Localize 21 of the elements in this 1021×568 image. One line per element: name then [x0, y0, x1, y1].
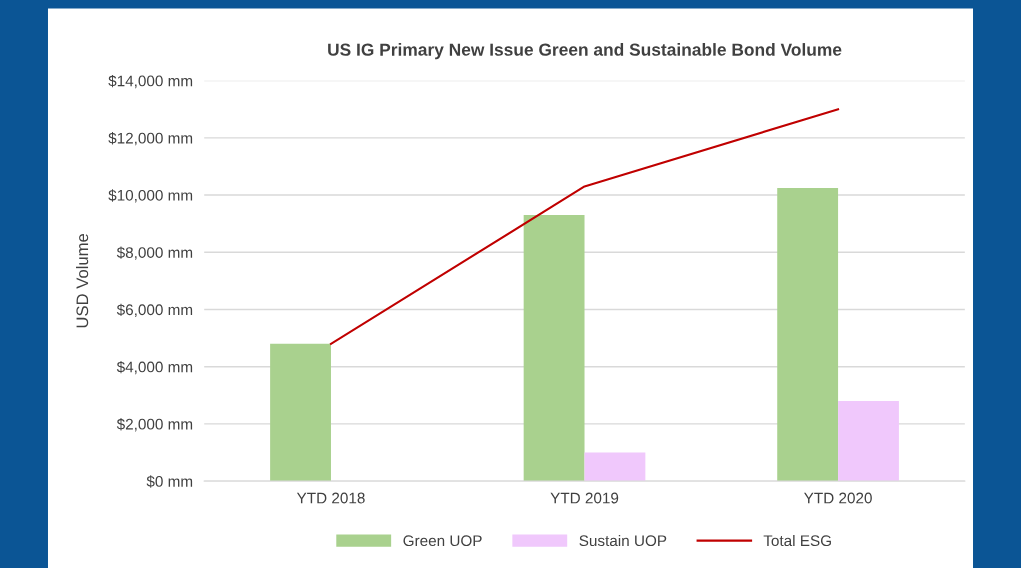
x-tick-label: YTD 2020 [804, 492, 872, 504]
bar [777, 187, 839, 482]
y-tick-label: $0 mm [146, 475, 193, 488]
x-tick-label: YTD 2018 [296, 492, 365, 504]
bar [584, 452, 646, 482]
legend-label: Green UOP [403, 535, 482, 547]
bar [838, 401, 899, 482]
legend-label: Total ESG [763, 534, 831, 547]
y-tick-label: $2,000 mm [116, 418, 193, 432]
y-tick-label: $8,000 mm [116, 246, 193, 260]
x-tick-label: YTD 2019 [550, 492, 619, 504]
y-tick-label: $14,000 mm [108, 74, 193, 89]
legend-label: Sustain UOP [579, 534, 667, 547]
chart-title: US IG Primary New Issue Green and Sustainable Bond Volume [328, 43, 842, 60]
y-tick-label: $6,000 mm [116, 303, 193, 317]
y-tick-label: $4,000 mm [116, 360, 193, 375]
y-tick-label: $12,000 mm [108, 132, 193, 146]
bar [270, 343, 331, 482]
bar [523, 215, 585, 482]
y-axis-title: USD Volume [75, 233, 89, 328]
y-tick-label: $10,000 mm [108, 189, 193, 203]
